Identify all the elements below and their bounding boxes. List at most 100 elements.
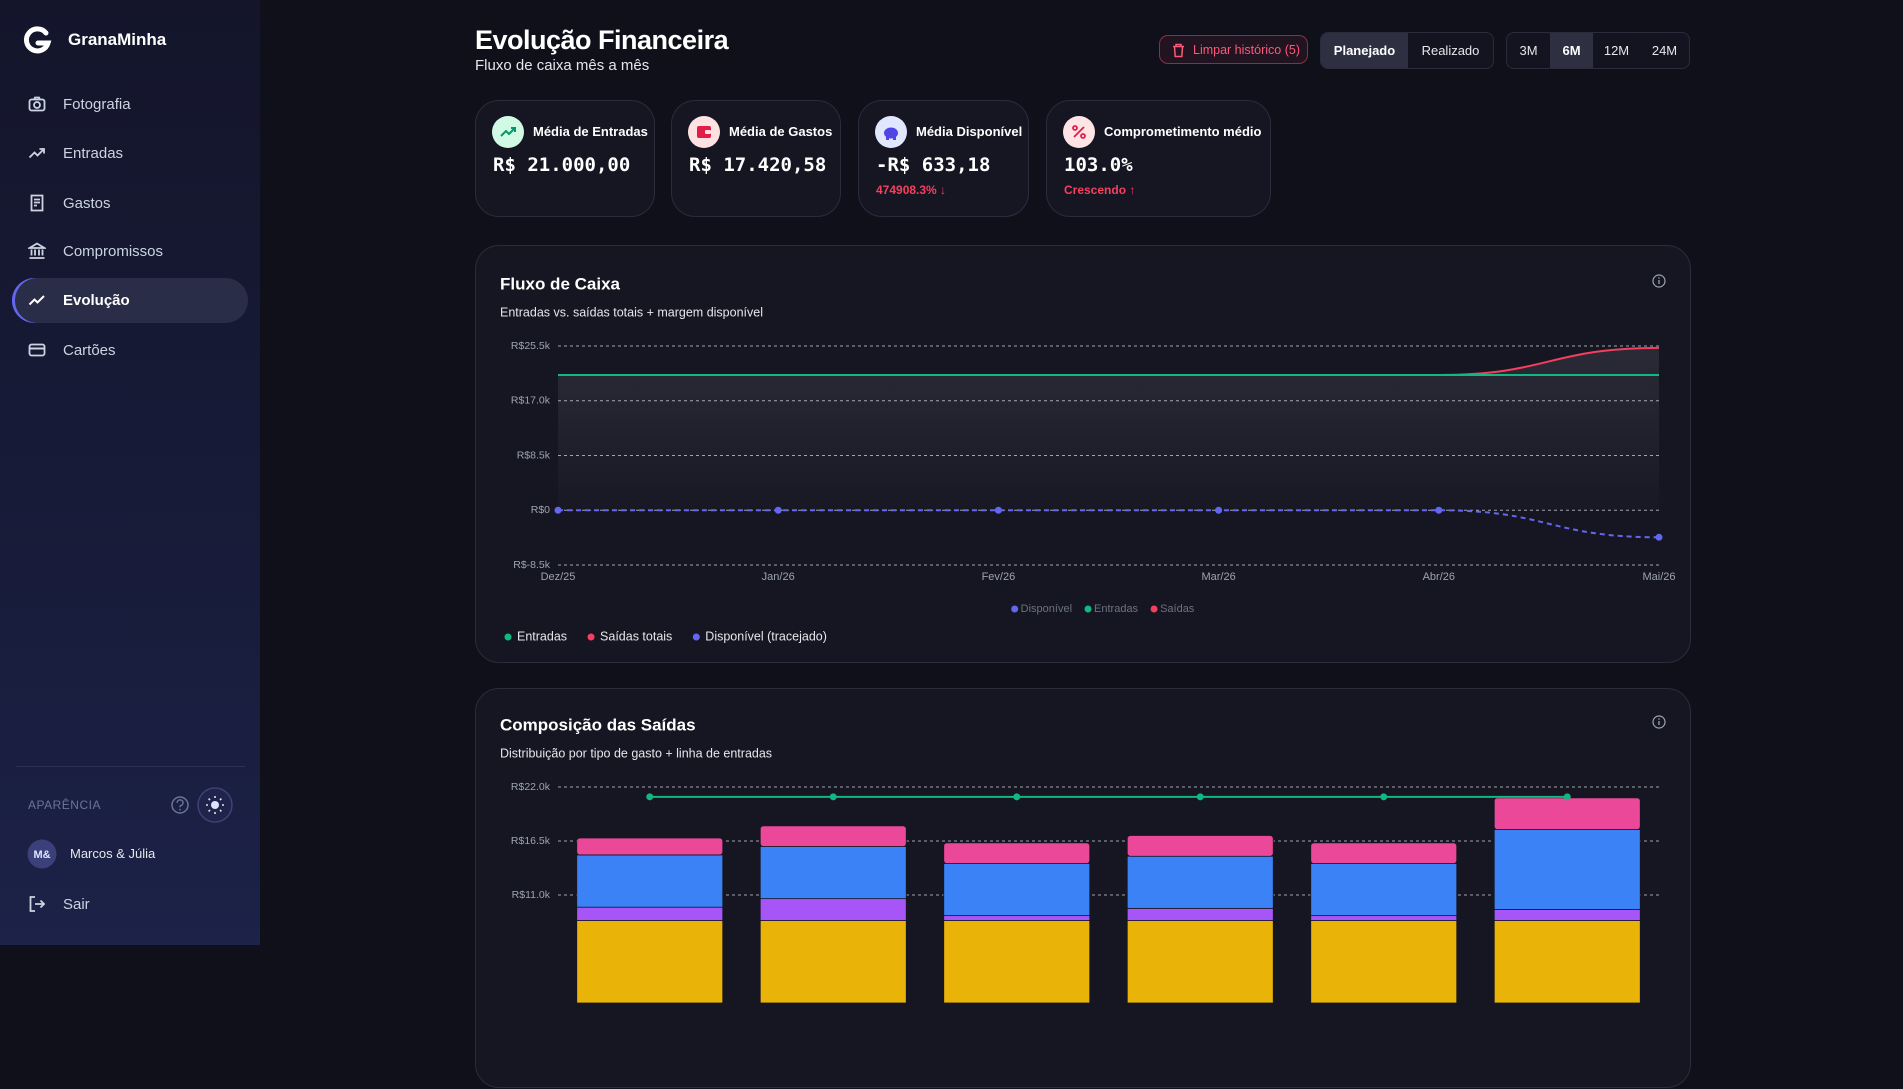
stat-label: Média de Gastos	[729, 124, 833, 139]
point	[1563, 793, 1571, 801]
point	[774, 506, 782, 514]
nav-item[interactable]: Compromissos	[12, 229, 248, 274]
chart: Composição das Saídas Distribuição por ti…	[500, 715, 1666, 1004]
legend-dot	[587, 633, 595, 641]
period-toggle: 3M 6M 12M 24M	[1506, 32, 1690, 69]
bar-segment	[943, 915, 1091, 921]
bar-segment	[943, 863, 1091, 917]
logo[interactable]	[22, 24, 54, 56]
help-icon[interactable]	[170, 795, 190, 815]
mode-option[interactable]: Realizado	[1421, 43, 1480, 58]
nav-label: Evolução	[63, 292, 130, 309]
chart: Fluxo de Caixa Entradas vs. saídas totais…	[500, 274, 1676, 643]
bar-segment	[1310, 842, 1458, 864]
stat-value: 103.0%	[1064, 154, 1133, 176]
point	[994, 506, 1002, 514]
stat-card: Média Disponível -R$ 633,18 474908.3% ↓	[858, 100, 1029, 217]
divider	[16, 766, 245, 767]
bar-segment	[1493, 829, 1641, 910]
bar-segment	[1126, 835, 1274, 857]
legend-label: Saídas totais	[600, 629, 672, 643]
bar-segment	[1310, 920, 1458, 1004]
bar-segment	[759, 898, 907, 921]
nav-icon	[28, 148, 45, 159]
legend-label: Disponível	[1021, 603, 1072, 615]
legend-label: Entradas	[1094, 603, 1139, 615]
bar-segment	[1493, 909, 1641, 921]
point	[1215, 506, 1223, 514]
nav-label: Entradas	[63, 145, 124, 162]
bar-segment	[1126, 920, 1274, 1004]
stat-note: 474908.3% ↓	[876, 183, 947, 197]
stat-value: R$ 21.000,00	[493, 154, 631, 176]
info-icon[interactable]	[1652, 715, 1666, 729]
nav-item[interactable]: Gastos	[12, 181, 248, 226]
legend-dot	[1150, 605, 1158, 613]
nav-item[interactable]: Cartões	[12, 328, 248, 373]
page-subtitle: Fluxo de caixa mês a mês	[475, 57, 650, 74]
period-option[interactable]: 12M	[1603, 43, 1630, 58]
bar-segment	[1493, 797, 1641, 830]
info-icon[interactable]	[1652, 274, 1666, 288]
stat-label: Média de Entradas	[533, 124, 648, 139]
nav-icon	[30, 194, 44, 212]
legend-dot	[1011, 605, 1019, 613]
logout[interactable]: Sair	[12, 882, 248, 927]
bar-segment	[1310, 915, 1458, 921]
point	[1196, 793, 1204, 801]
chart-title: Fluxo de Caixa	[500, 274, 621, 293]
bar-segment	[1493, 920, 1641, 1004]
chart-title: Composição das Saídas	[500, 715, 696, 734]
x-tick-label: Fev/26	[982, 571, 1016, 583]
legend-label: Disponível (tracejado)	[705, 629, 827, 643]
bar-segment	[943, 920, 1091, 1004]
x-tick-label: Abr/26	[1423, 571, 1455, 583]
stat-icon	[492, 116, 524, 148]
x-tick-label: Mar/26	[1201, 571, 1235, 583]
stat-card: Comprometimento médio 103.0% Crescendo ↑	[1046, 100, 1271, 217]
x-tick-label: Jan/26	[762, 571, 795, 583]
y-tick-label: R$8.5k	[517, 449, 551, 461]
x-tick-label: Dez/25	[541, 571, 576, 583]
y-tick-label: R$-8.5k	[513, 559, 551, 571]
legend-label: Entradas	[517, 629, 567, 643]
bar-segment	[576, 837, 724, 856]
stat-value: -R$ 633,18	[876, 154, 991, 176]
x-tick-label: Mai/26	[1642, 571, 1675, 583]
period-option[interactable]: 24M	[1651, 43, 1678, 58]
trash-icon	[1173, 43, 1184, 58]
stat-icon	[875, 116, 907, 148]
line	[557, 346, 1660, 376]
bar-segment	[576, 920, 724, 1004]
nav-label: Cartões	[63, 342, 116, 359]
area	[558, 347, 1659, 511]
bar-segment	[576, 906, 724, 921]
nav-item[interactable]: Evolução	[12, 278, 248, 323]
stat-card: Média de Gastos R$ 17.420,58	[671, 100, 841, 217]
theme-toggle[interactable]	[196, 786, 234, 824]
stat-icon	[688, 116, 720, 148]
legend-dot	[692, 633, 700, 641]
period-option[interactable]: 6M	[1550, 33, 1593, 68]
bar-segment	[1310, 863, 1458, 917]
point	[646, 793, 654, 801]
logout-label: Sair	[63, 896, 90, 913]
stat-note: Crescendo ↑	[1064, 183, 1136, 197]
bar-segment	[576, 854, 724, 908]
bar-segment	[759, 920, 907, 1004]
nav-item[interactable]: Fotografia	[12, 82, 248, 127]
stat-label: Comprometimento médio	[1104, 124, 1262, 139]
avatar[interactable]: M&	[27, 839, 57, 869]
clear-history-button[interactable]: Limpar histórico (5)	[1159, 35, 1308, 64]
period-option[interactable]: 3M	[1519, 43, 1538, 58]
bar-segment	[759, 825, 907, 847]
stat-label: Média Disponível	[916, 124, 1023, 139]
y-tick-label: R$11.0k	[512, 889, 551, 901]
mode-option[interactable]: Planejado	[1321, 33, 1408, 68]
nav-item[interactable]: Entradas	[12, 131, 248, 176]
y-tick-label: R$0	[531, 504, 550, 516]
nav-icon	[28, 242, 46, 259]
legend-label: Saídas	[1160, 603, 1195, 615]
mode-toggle: Planejado Realizado	[1320, 32, 1494, 69]
point	[1435, 506, 1443, 514]
